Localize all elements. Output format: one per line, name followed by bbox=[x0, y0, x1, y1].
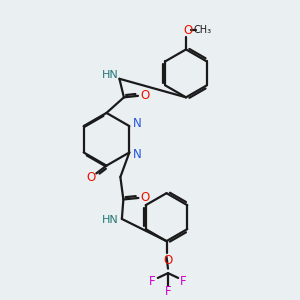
Text: O: O bbox=[164, 254, 172, 267]
Text: F: F bbox=[165, 285, 171, 298]
Text: HN: HN bbox=[101, 70, 118, 80]
Text: N: N bbox=[133, 117, 141, 130]
Text: F: F bbox=[149, 275, 156, 288]
Text: O: O bbox=[183, 24, 192, 37]
Text: F: F bbox=[180, 275, 187, 288]
Text: HN: HN bbox=[102, 215, 119, 225]
Text: CH₃: CH₃ bbox=[194, 25, 211, 35]
Text: O: O bbox=[140, 89, 149, 102]
Text: O: O bbox=[141, 191, 150, 205]
Text: N: N bbox=[133, 148, 141, 161]
Text: O: O bbox=[86, 170, 95, 184]
